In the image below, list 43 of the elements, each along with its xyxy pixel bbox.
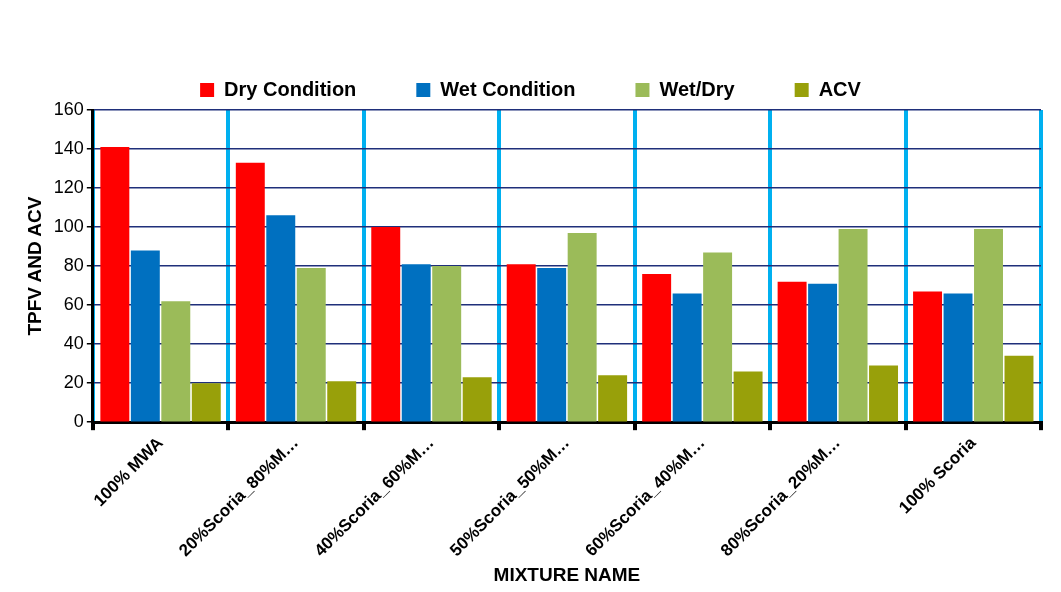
bar	[808, 283, 838, 422]
bar	[974, 229, 1003, 422]
bar	[432, 266, 462, 422]
bar	[733, 371, 763, 422]
legend-label: ACV	[818, 77, 862, 100]
y-tick-label: 60	[63, 294, 84, 315]
bar	[401, 264, 431, 422]
bar	[1004, 355, 1034, 422]
bar	[161, 301, 191, 422]
y-tick-label: 140	[53, 137, 84, 158]
bar	[266, 215, 296, 422]
y-tick-label: 160	[53, 98, 84, 119]
legend-label: Wet/Dry	[659, 77, 736, 100]
y-tick-label: 100	[53, 216, 84, 237]
y-tick-label: 20	[63, 372, 84, 393]
bar	[100, 147, 130, 422]
bar	[235, 162, 265, 422]
bar	[913, 291, 943, 422]
y-tick-label: 0	[73, 411, 84, 432]
bar	[371, 227, 401, 422]
legend-label: Dry Condition	[224, 77, 357, 100]
bar	[130, 250, 160, 422]
bar	[506, 264, 536, 422]
bar	[703, 252, 733, 422]
y-tick-label: 80	[63, 255, 84, 276]
bar	[869, 365, 899, 422]
bar	[327, 381, 357, 422]
bar	[191, 383, 221, 422]
bar	[943, 293, 973, 422]
bar	[838, 229, 868, 422]
bar	[567, 232, 597, 422]
bar	[672, 293, 702, 422]
y-tick-label: 120	[53, 177, 84, 198]
bar	[642, 273, 672, 422]
bar	[537, 268, 567, 422]
bar	[296, 268, 326, 422]
x-axis-title: MIXTURE NAME	[493, 563, 641, 585]
bar	[462, 377, 492, 422]
legend-label: Wet Condition	[440, 77, 576, 100]
bar	[598, 375, 628, 422]
y-axis-title: TPFV AND ACV	[23, 196, 45, 336]
y-tick-label: 40	[63, 333, 84, 354]
bar	[777, 281, 807, 422]
